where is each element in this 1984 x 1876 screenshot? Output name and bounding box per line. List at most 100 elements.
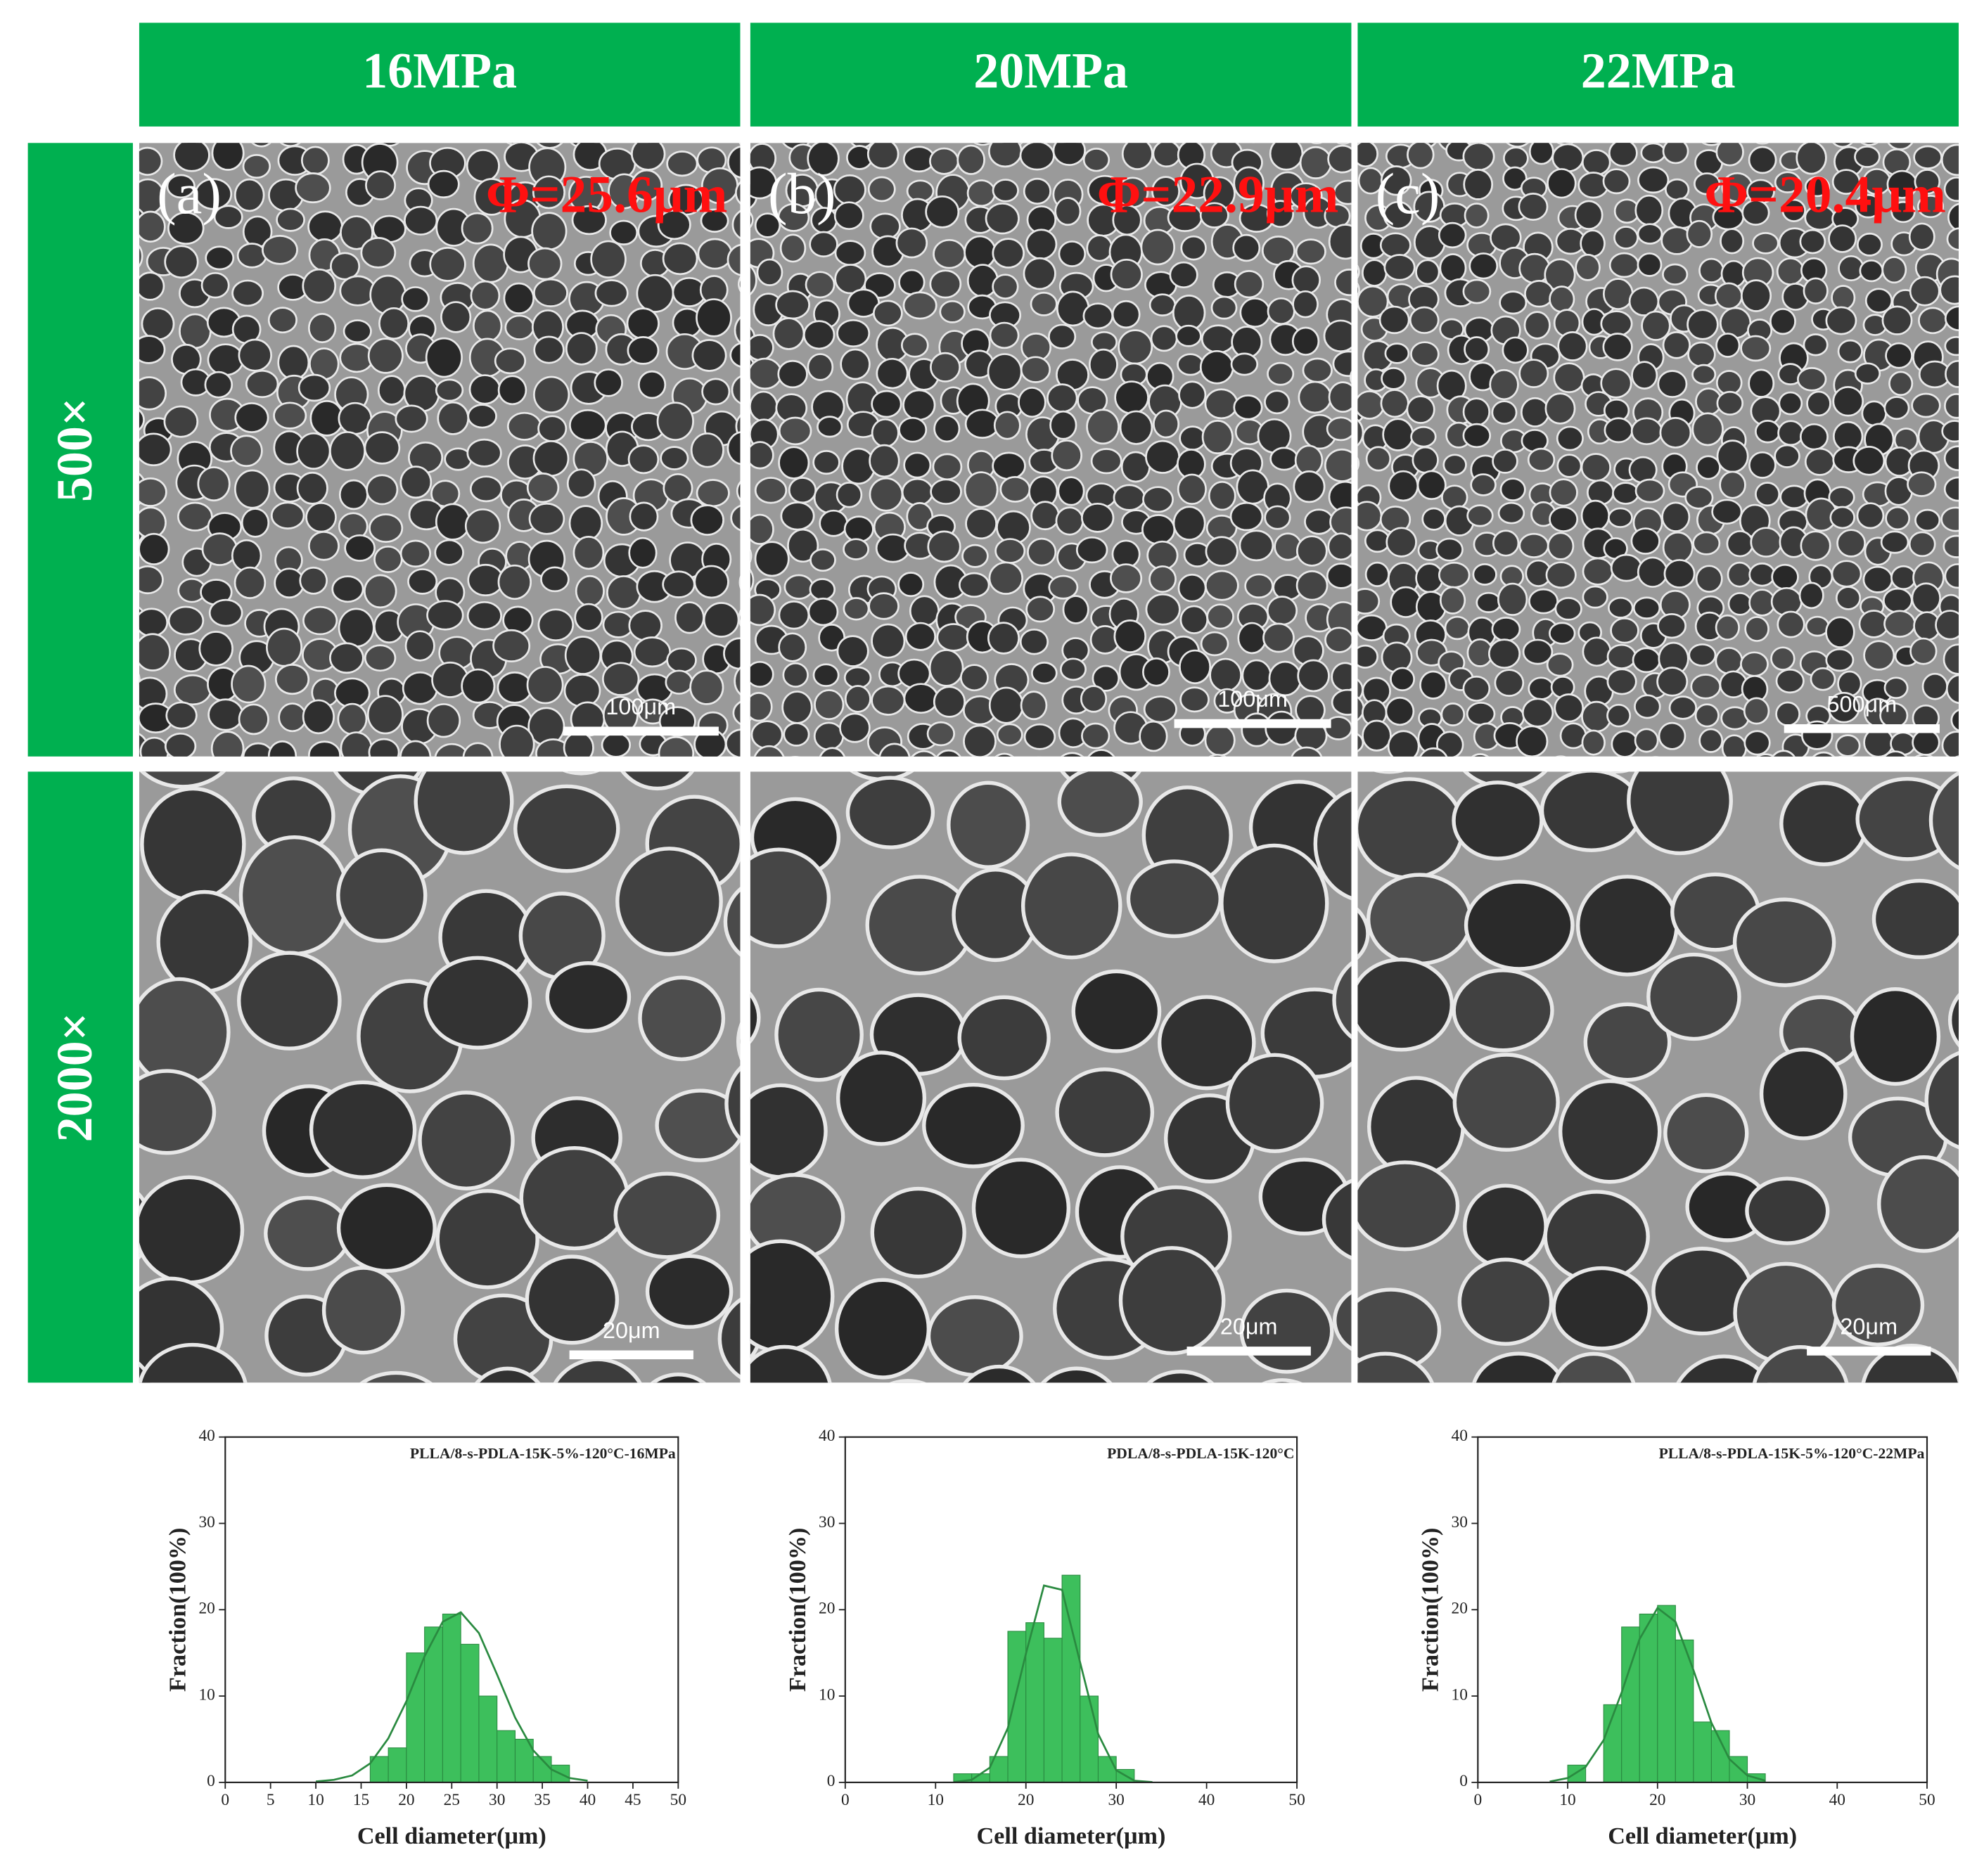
sem-cell xyxy=(750,593,776,627)
sem-cell xyxy=(414,771,514,855)
sem-cell xyxy=(1357,777,1465,880)
sem-cell xyxy=(1201,420,1234,455)
sem-cell xyxy=(1630,417,1663,446)
sem-cell xyxy=(1172,506,1206,541)
sem-cell xyxy=(1825,616,1855,648)
sem-cell xyxy=(1944,563,1959,589)
sem-cell xyxy=(1945,359,1959,388)
sem-cell xyxy=(1715,647,1743,675)
sem-cell xyxy=(645,1254,734,1329)
sem-cell xyxy=(1732,897,1836,987)
sem-cell xyxy=(663,473,693,503)
sem-cell xyxy=(1030,291,1058,316)
sem-cell xyxy=(833,201,864,231)
sem-cell xyxy=(1082,148,1111,172)
sem-cell xyxy=(1126,859,1222,939)
sem-cell xyxy=(807,353,834,381)
sem-cell xyxy=(1357,588,1381,615)
sem-cell xyxy=(165,701,198,730)
sem-cell xyxy=(1020,356,1051,383)
sem-cell xyxy=(1748,368,1775,398)
sem-cell xyxy=(999,476,1031,503)
sem-cell xyxy=(1336,143,1350,145)
sem-cell xyxy=(1239,529,1274,562)
sem-cell xyxy=(736,480,741,501)
sem-cell xyxy=(336,1183,437,1273)
sem-cell xyxy=(1924,1051,1959,1150)
sem-cell xyxy=(1152,143,1182,168)
sem-cell xyxy=(1716,439,1749,473)
sem-cell xyxy=(1148,293,1177,316)
sem-cell xyxy=(627,336,660,365)
sem-cell xyxy=(1772,750,1796,757)
scale-bar-label: 20μm xyxy=(603,1318,660,1343)
sem-cell xyxy=(1662,263,1689,285)
sem-cell xyxy=(925,195,960,229)
sem-cell xyxy=(537,608,575,642)
sem-cell xyxy=(906,502,934,532)
sem-cell xyxy=(696,298,732,338)
sem-cell xyxy=(277,345,310,380)
sem-cell xyxy=(1662,331,1691,359)
sem-cell xyxy=(1556,425,1584,451)
sem-cell xyxy=(1407,143,1435,169)
sem-cell xyxy=(435,378,464,402)
sem-cell xyxy=(727,243,741,276)
sem-cell xyxy=(1777,610,1805,638)
sem-cell xyxy=(139,271,165,301)
sem-cell xyxy=(809,578,836,601)
sem-cell xyxy=(1139,720,1168,752)
sem-cell xyxy=(1549,285,1575,313)
sem-cell xyxy=(1357,501,1383,532)
sem-cell xyxy=(1266,596,1298,626)
sem-cell xyxy=(469,475,503,503)
sem-cell xyxy=(1357,282,1360,298)
sem-cell xyxy=(1806,390,1831,417)
sem-cell xyxy=(1142,486,1174,513)
sem-cell xyxy=(1329,506,1352,538)
sem-cell xyxy=(957,995,1051,1081)
sem-cell xyxy=(1606,643,1637,669)
sem-cell xyxy=(1604,417,1634,444)
sem-cell xyxy=(1416,470,1447,501)
sem-cell xyxy=(1244,573,1274,599)
sem-cell xyxy=(1075,536,1108,564)
sem-cell xyxy=(467,563,504,597)
sem-cell xyxy=(1825,648,1855,672)
sem-image xyxy=(750,143,1352,757)
sem-cell xyxy=(1962,1380,1984,1473)
sem-cell xyxy=(866,143,900,169)
sem-cell xyxy=(1969,472,1984,497)
sem-cell xyxy=(565,332,598,366)
sem-cell xyxy=(1600,368,1632,399)
sem-cell xyxy=(627,444,660,475)
sem-cell xyxy=(939,300,966,323)
sem-cell xyxy=(839,712,871,743)
sem-cell xyxy=(395,404,428,433)
panel-label: (b) xyxy=(768,161,836,226)
sem-cell xyxy=(732,700,741,725)
sem-cell xyxy=(933,686,966,718)
sem-cell xyxy=(527,247,563,281)
sem-cell xyxy=(1327,144,1352,174)
sem-cell xyxy=(1205,536,1239,567)
sem-cell xyxy=(369,513,404,543)
sem-cell xyxy=(1580,229,1606,258)
sem-cell xyxy=(1803,333,1829,356)
sem-cell xyxy=(1856,232,1883,257)
sem-cell xyxy=(1863,640,1895,671)
sem-cell xyxy=(1637,556,1668,588)
sem-cell xyxy=(1199,349,1234,385)
sem-cell xyxy=(750,660,774,688)
histogram-bar xyxy=(1007,1631,1027,1783)
sem-cell xyxy=(233,178,265,212)
sem-cell xyxy=(1740,651,1769,677)
sem-cell xyxy=(1141,514,1176,546)
sem-cell xyxy=(731,375,741,404)
sem-cell xyxy=(1527,447,1556,473)
sem-cell xyxy=(1943,643,1959,675)
sem-cell xyxy=(750,334,774,361)
sem-cell xyxy=(1025,229,1058,260)
sem-cell xyxy=(1548,622,1576,645)
sem-cell xyxy=(1497,501,1525,525)
